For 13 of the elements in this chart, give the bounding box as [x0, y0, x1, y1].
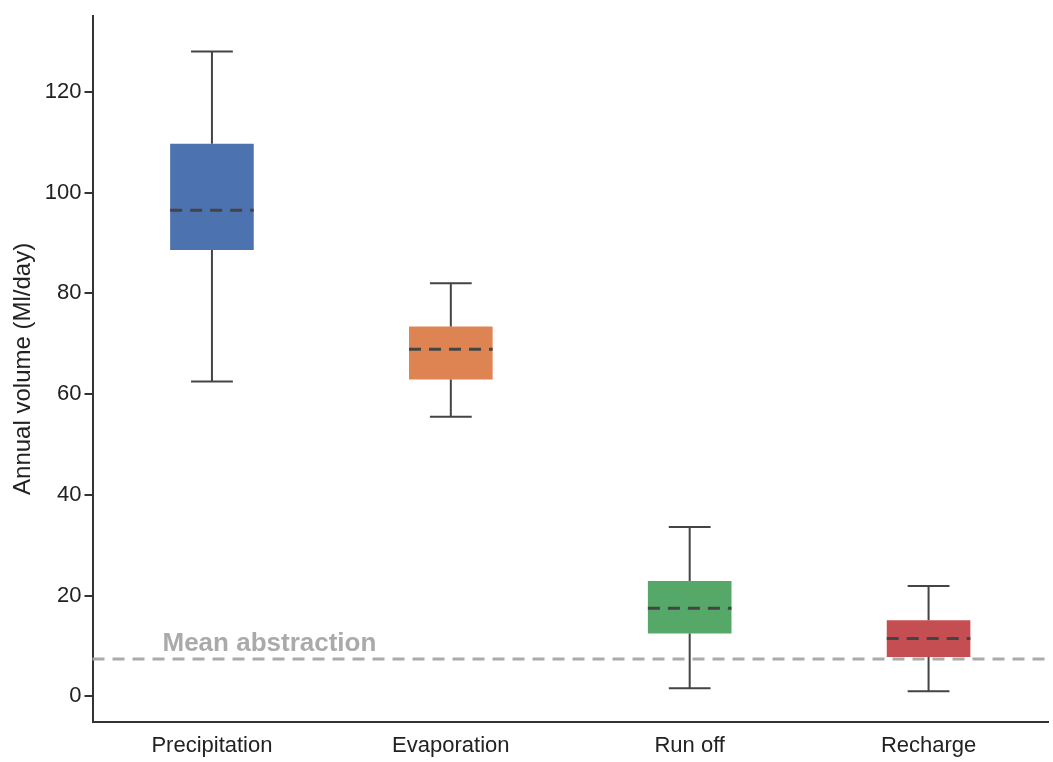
y-tick-label: 0	[69, 682, 82, 708]
y-tick-label: 120	[44, 77, 82, 103]
y-tick-label: 40	[57, 480, 82, 506]
x-tick-label: Evaporation	[392, 731, 510, 757]
y-tick-label: 80	[57, 279, 82, 305]
x-tick-label: Run off	[654, 731, 726, 757]
y-tick-label: 60	[57, 380, 82, 406]
y-tick-label: 20	[57, 581, 82, 607]
x-tick-label: Precipitation	[151, 731, 273, 757]
x-tick-label: Recharge	[880, 731, 977, 757]
y-axis-title: Annual volume (Ml/day)	[8, 242, 36, 495]
ref-line-label: Mean abstraction	[162, 627, 377, 658]
y-tick-label: 100	[44, 178, 82, 204]
